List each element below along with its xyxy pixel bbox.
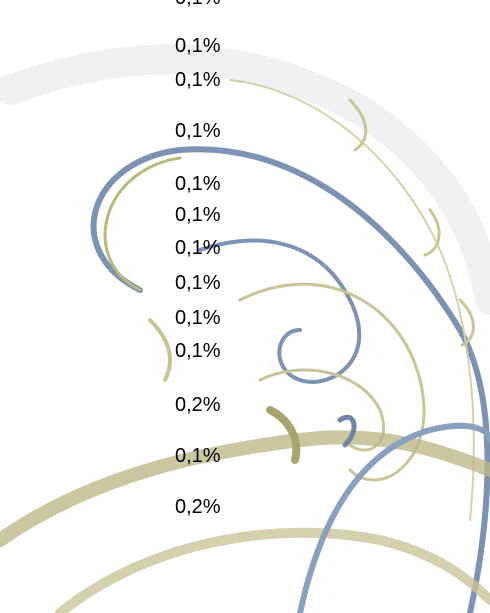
percentage-label: 0,1% bbox=[175, 35, 221, 57]
percentage-label: 0,1% bbox=[175, 120, 221, 142]
percentage-label: 0,1% bbox=[175, 237, 221, 259]
percentage-label: 0,1% bbox=[175, 0, 221, 9]
percentage-label: 0,1% bbox=[175, 204, 221, 226]
percentage-label: 0,1% bbox=[175, 272, 221, 294]
percentage-label: 0,1% bbox=[175, 69, 221, 91]
percentage-label: 0,1% bbox=[175, 173, 221, 195]
percentage-label: 0,1% bbox=[175, 307, 221, 329]
percentage-label: 0,2% bbox=[175, 496, 221, 518]
percentage-label: 0,1% bbox=[175, 445, 221, 467]
percentage-label: 0,1% bbox=[175, 340, 221, 362]
percentage-label: 0,2% bbox=[175, 394, 221, 416]
